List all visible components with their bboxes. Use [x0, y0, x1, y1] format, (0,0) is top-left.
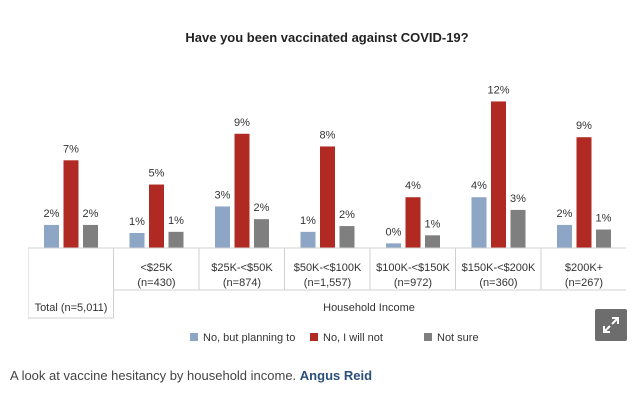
expand-button[interactable] [595, 309, 627, 341]
bar-no-i-will-not-1 [149, 184, 164, 248]
data-label: 3% [215, 189, 231, 201]
caption: A look at vaccine hesitancy by household… [10, 368, 372, 383]
data-label: 2% [557, 208, 573, 220]
bar-no-i-will-not-0 [63, 160, 79, 248]
bar-not-sure-4 [425, 235, 440, 248]
tick-label: $50K-<$100K [294, 262, 362, 274]
tick-label: (n=267) [565, 277, 603, 289]
data-label: 1% [168, 215, 184, 227]
data-label: 5% [149, 168, 165, 180]
data-label: 9% [576, 120, 592, 132]
legend-swatch [190, 333, 198, 341]
data-label: 1% [425, 218, 441, 230]
bar-no-but-planning-to-4 [386, 243, 401, 248]
data-label: 1% [129, 216, 145, 228]
bar-not-sure-3 [339, 226, 355, 248]
bar-no-but-planning-to-1 [129, 233, 145, 248]
data-label: 2% [44, 208, 60, 220]
bar-no-but-planning-to-2 [215, 206, 230, 248]
data-label: 1% [596, 213, 612, 225]
bar-not-sure-6 [596, 229, 611, 248]
data-label: 2% [254, 202, 270, 214]
bar-not-sure-2 [254, 219, 269, 248]
bar-not-sure-0 [83, 224, 98, 248]
data-label: 4% [405, 180, 421, 192]
tick-label: (n=430) [137, 277, 175, 289]
tick-label: (n=1,557) [304, 277, 351, 289]
tick-label: $100K-<$150K [376, 262, 450, 274]
data-label: 8% [320, 129, 336, 141]
expand-arrows-icon [603, 317, 619, 333]
bar-no-i-will-not-4 [405, 197, 421, 248]
data-label: 2% [83, 208, 99, 220]
bar-no-but-planning-to-6 [557, 224, 572, 248]
legend-swatch [424, 333, 432, 341]
bar-no-i-will-not-3 [320, 146, 335, 248]
chart-svg: Have you been vaccinated against COVID-1… [28, 30, 626, 344]
data-label: 0% [386, 226, 402, 238]
data-label: 2% [339, 209, 355, 221]
tick-label: (n=874) [223, 277, 261, 289]
bar-no-i-will-not-6 [576, 137, 592, 248]
caption-text: A look at vaccine hesitancy by household… [10, 368, 297, 383]
tick-label: (n=972) [394, 277, 432, 289]
legend-entry: No, but planning to [203, 332, 295, 344]
data-label: 12% [487, 84, 509, 96]
bar-no-but-planning-to-3 [300, 231, 316, 248]
legend-swatch [310, 333, 318, 341]
data-label: 3% [510, 193, 526, 205]
bar-no-but-planning-to-0 [44, 224, 59, 248]
bar-not-sure-1 [168, 231, 184, 248]
tick-label: Total (n=5,011) [35, 302, 108, 314]
bar-no-but-planning-to-5 [471, 197, 487, 248]
tick-label: (n=360) [479, 277, 517, 289]
legend-entry: Not sure [437, 332, 479, 344]
tick-label: <$25K [140, 262, 173, 274]
bar-not-sure-5 [510, 209, 526, 248]
data-label: 4% [471, 180, 487, 192]
tick-label: $25K-<$50K [211, 262, 273, 274]
bar-no-i-will-not-5 [491, 101, 506, 248]
x-axis-label: Household Income [323, 302, 415, 314]
tick-label: $200K+ [565, 262, 603, 274]
tick-label: $150K-<$200K [462, 262, 536, 274]
legend-entry: No, I will not [323, 332, 383, 344]
data-label: 1% [300, 215, 316, 227]
chart-frame: Have you been vaccinated against COVID-1… [28, 13, 626, 353]
data-label: 9% [234, 117, 250, 129]
caption-credit[interactable]: Angus Reid [299, 368, 373, 383]
data-label: 7% [63, 143, 79, 155]
bar-no-i-will-not-2 [234, 133, 250, 248]
chart-title: Have you been vaccinated against COVID-1… [185, 30, 468, 45]
